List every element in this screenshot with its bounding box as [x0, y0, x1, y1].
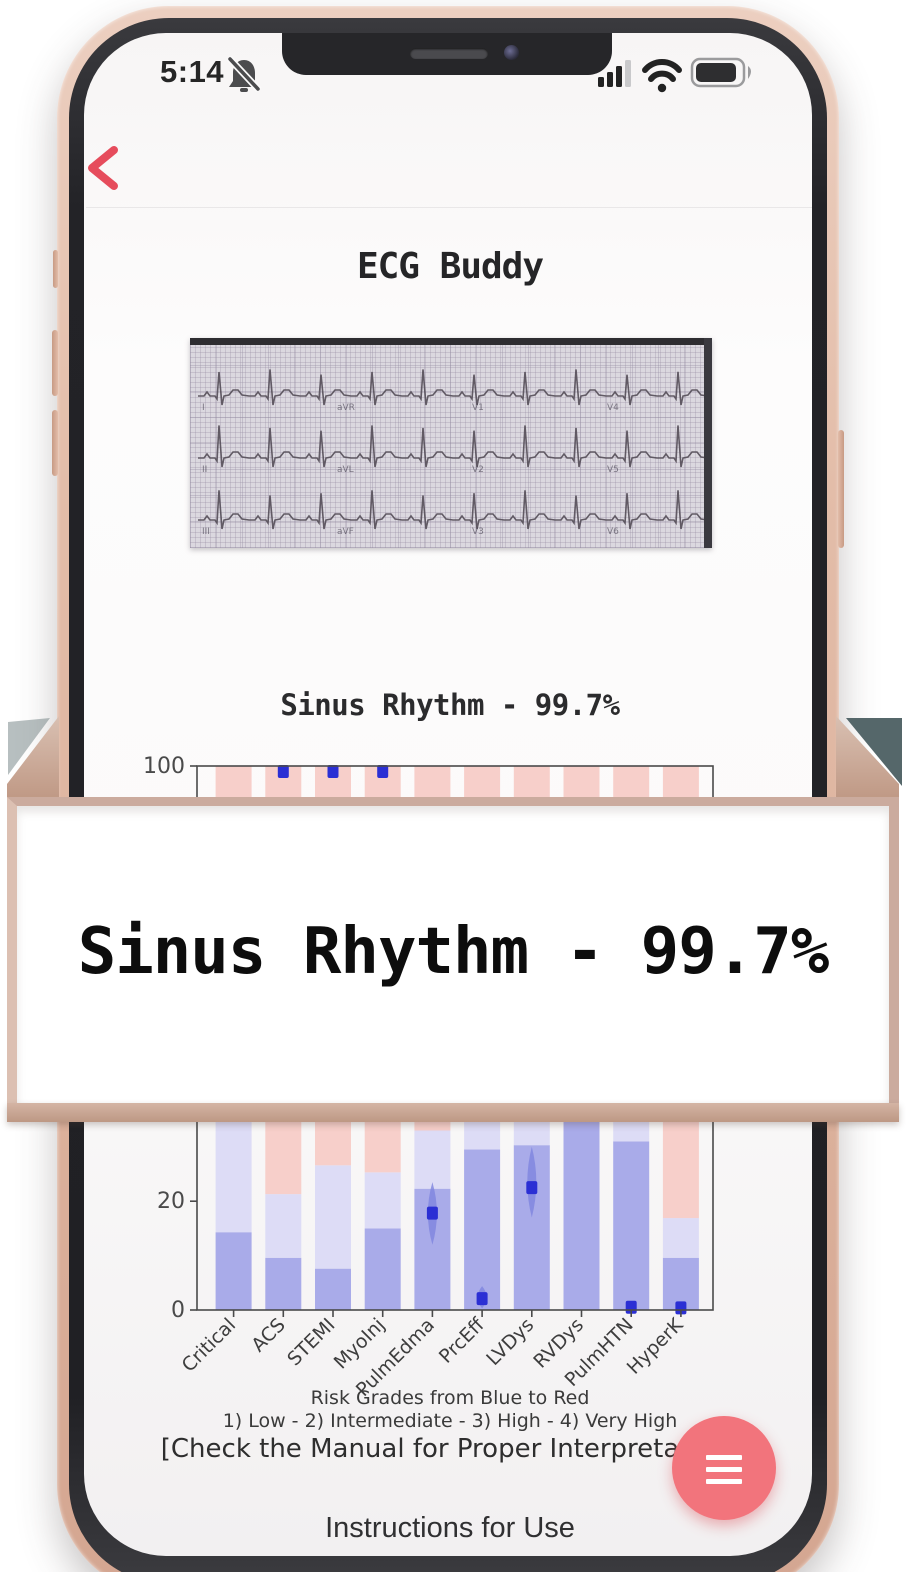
x-tick-label-ACS: ACS [247, 1314, 289, 1356]
y-tick-label-20: 20 [157, 1189, 185, 1214]
x-tick-label-MyoInj: MyoInj [330, 1314, 390, 1374]
marker-HyperK [675, 1301, 687, 1315]
instructions-for-use-link[interactable]: Instructions for Use [325, 1512, 575, 1544]
speaker-grille [410, 48, 488, 59]
banner-result-label: Sinus Rhythm - 99.7% [77, 915, 830, 989]
violin-PulmEdma [427, 1182, 437, 1245]
volume-down-button [52, 410, 58, 476]
risk-grades-caption-line1: Risk Grades from Blue to Red [310, 1387, 590, 1409]
marker-ACS [277, 764, 289, 778]
violin-PrcEff [477, 1286, 487, 1309]
mute-switch [53, 250, 58, 288]
x-tick-label-RVDys: RVDys [529, 1314, 588, 1373]
bell-slash-icon [226, 55, 262, 93]
x-tick-label-HyperK: HyperK [623, 1314, 688, 1379]
cellular-signal-icon [598, 60, 631, 87]
manual-note: [Check the Manual for Proper Interpretat… [160, 1434, 740, 1464]
x-tick-label-STEMI: STEMI [283, 1314, 339, 1370]
menu-fab-button[interactable] [672, 1416, 776, 1520]
ecg-lead-label-aVF: aVF [337, 527, 354, 537]
x-tick-label-PulmHTN: PulmHTN [561, 1314, 638, 1391]
ecg-lead-label-aVR: aVR [337, 403, 355, 413]
marker-PulmEdma [426, 1206, 438, 1220]
ecg-lead-label-V2: V2 [472, 465, 484, 475]
y-tick-label-100: 100 [143, 754, 185, 779]
ecg-lead-label-V6: V6 [607, 527, 619, 537]
ecg-trace-row-2 [198, 425, 709, 468]
header-divider [86, 207, 812, 208]
x-tick-label-LVDys: LVDys [482, 1314, 538, 1370]
ecg-lead-label-V5: V5 [607, 465, 619, 475]
ecg-lead-label-III: III [202, 527, 210, 537]
ecg-lead-label-II: II [202, 465, 207, 475]
y-tick-label-0: 0 [171, 1298, 185, 1323]
ecg-lead-label-V1: V1 [472, 403, 484, 413]
wifi-icon [642, 58, 682, 93]
x-tick-label-Critical: Critical [178, 1314, 241, 1377]
marker-LVDys [526, 1181, 538, 1195]
x-tick-label-PrcEff: PrcEff [435, 1313, 489, 1367]
ecg-trace-row-3 [198, 490, 709, 530]
hamburger-menu-icon [706, 1455, 742, 1491]
ribbon-bottom-fold [7, 1103, 899, 1122]
marker-PulmHTN [625, 1300, 637, 1314]
ecg-lead-label-aVL: aVL [337, 465, 354, 475]
ecg-lead-label-I: I [202, 403, 205, 413]
page-title: ECG Buddy [356, 246, 544, 287]
ecg-trace-row-1 [198, 369, 709, 406]
status-time: 5:14 [160, 54, 225, 89]
ecg-strip-right-edge [704, 338, 712, 548]
result-label: Sinus Rhythm - 99.7% [280, 688, 620, 722]
ecg-strip-top-edge [190, 338, 712, 345]
marker-STEMI [327, 764, 339, 778]
battery-icon [690, 57, 751, 88]
violin-LVDys [527, 1146, 537, 1218]
phone-notch [282, 33, 612, 75]
back-button[interactable] [88, 146, 118, 190]
risk-grades-caption-line2: 1) Low - 2) Intermediate - 3) High - 4) … [222, 1410, 678, 1432]
ecg-lead-label-V3: V3 [472, 527, 484, 537]
marker-PrcEff [476, 1292, 488, 1306]
front-camera [504, 45, 519, 60]
marker-MyoInj [377, 764, 389, 778]
volume-up-button [52, 330, 58, 396]
ecg-lead-label-V4: V4 [607, 403, 619, 413]
power-button [838, 430, 844, 548]
